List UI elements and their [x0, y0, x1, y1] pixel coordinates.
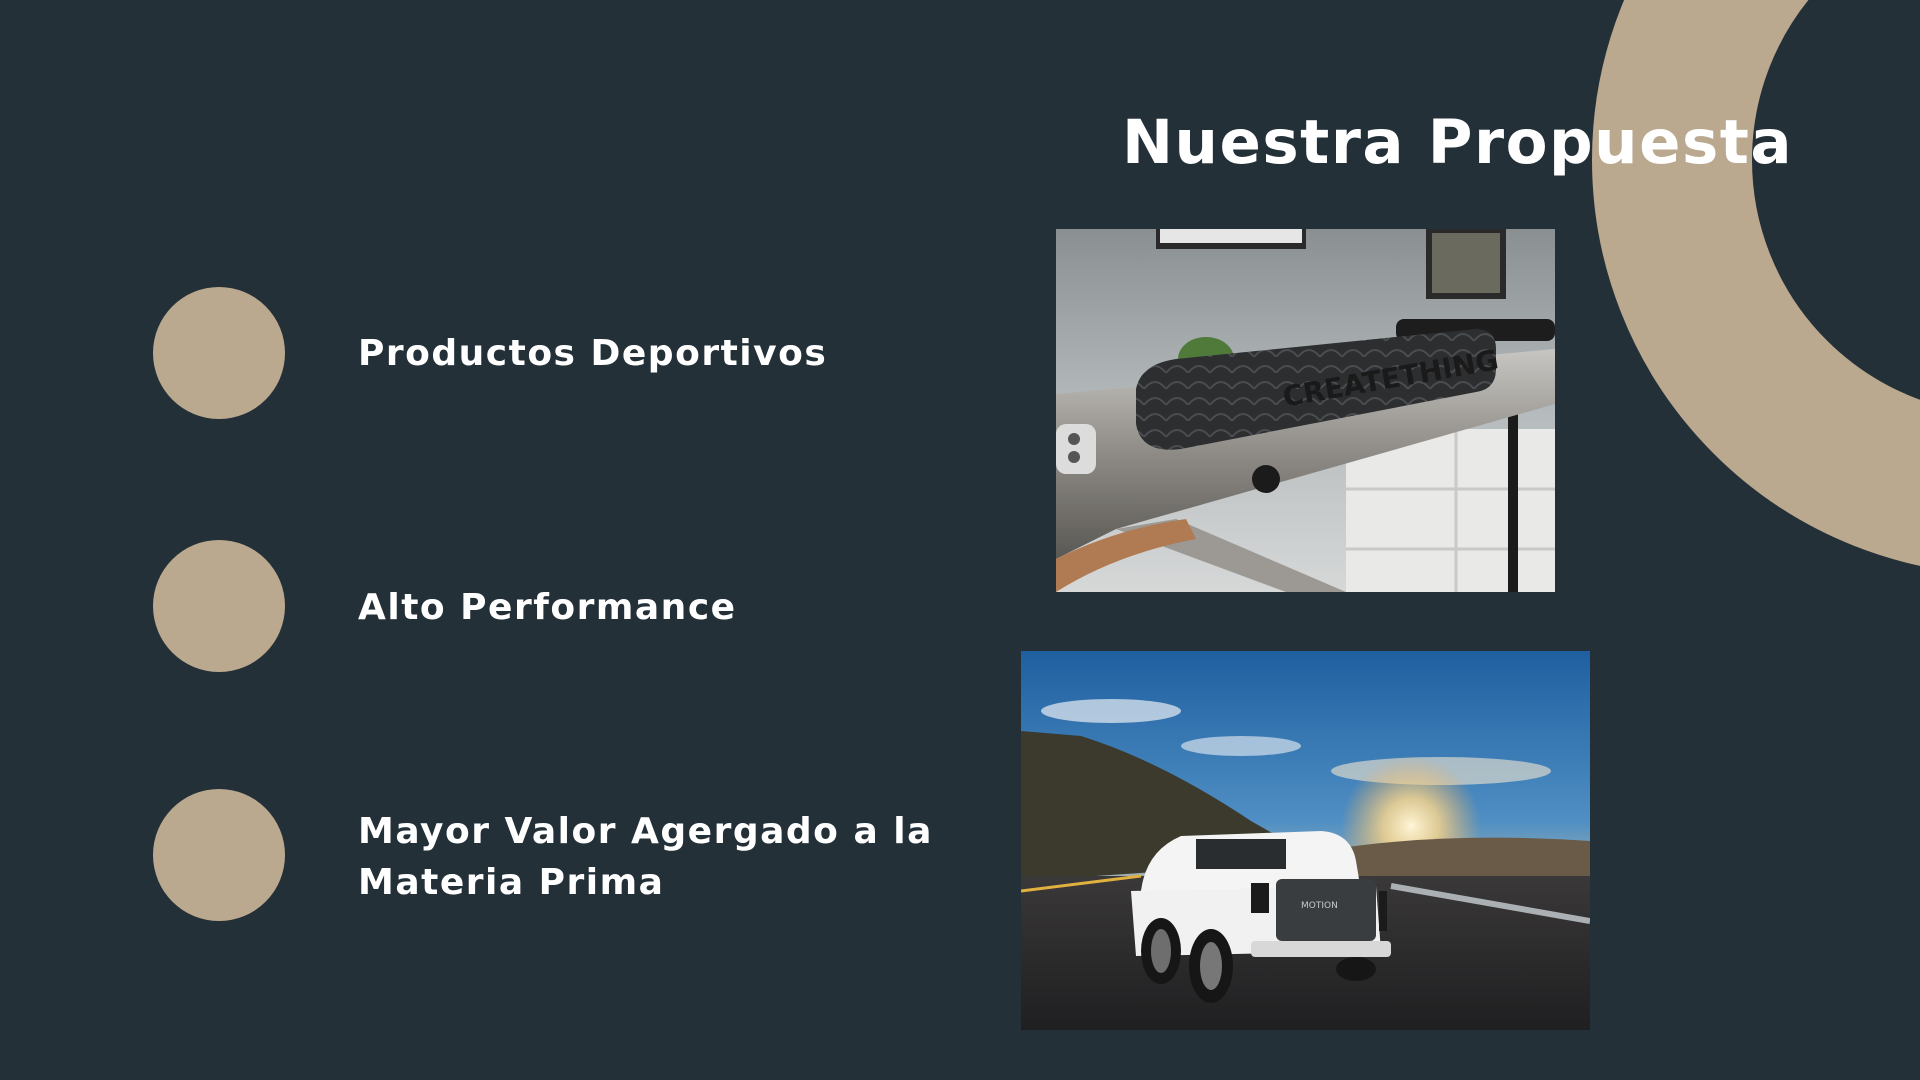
slide-title: Nuestra Propuesta [1122, 107, 1794, 178]
bullet-circle-3 [153, 789, 285, 921]
bike-grip-photo: CREATETHING [1056, 229, 1555, 592]
bullet-text-line-1: Mayor Valor Agergado a la [358, 811, 933, 852]
svg-text:MOTION: MOTION [1301, 901, 1338, 911]
bullet-text-line-2: Materia Prima [358, 862, 665, 903]
bullet-circle-2 [153, 540, 285, 672]
bullet-circle-1 [153, 287, 285, 419]
bicycle-handlebar-grip-photo: CREATETHING [1056, 229, 1555, 592]
pickup-truck-sunset-photo: MOTION [1021, 651, 1590, 1030]
bullet-text-mayor-valor: Mayor Valor Agergado a la Materia Prima [358, 806, 933, 908]
bullet-text-productos-deportivos: Productos Deportivos [358, 333, 828, 374]
bullet-text-alto-performance: Alto Performance [358, 587, 737, 628]
decorative-arc [1592, 0, 1920, 575]
truck-photo: MOTION [1021, 651, 1590, 1030]
